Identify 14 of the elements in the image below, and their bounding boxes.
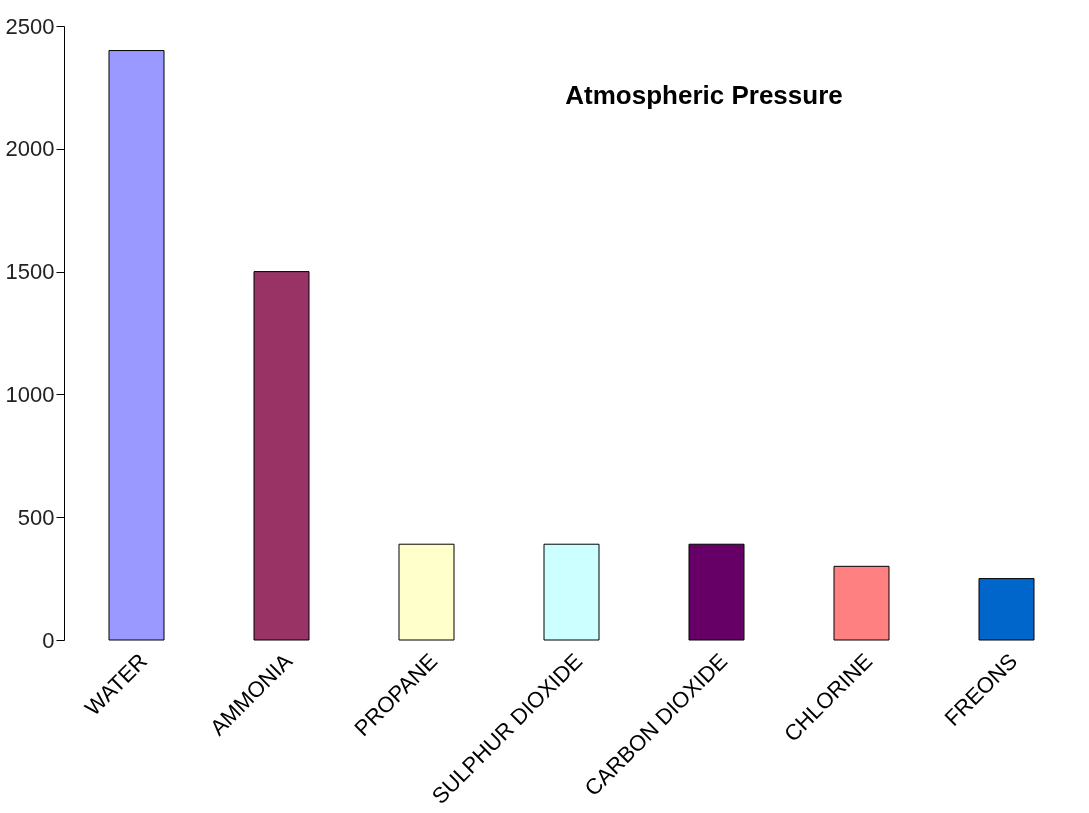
text: Atmospheric Pressure <box>565 80 843 110</box>
bar <box>398 543 455 641</box>
y-tick-label: 2000 <box>5 136 55 162</box>
y-tick-label: 2500 <box>5 13 55 39</box>
y-tick-label: 0 <box>42 627 55 653</box>
y-tick-label: 1000 <box>5 381 55 407</box>
bar <box>253 271 310 641</box>
y-tick-label: 1500 <box>5 259 55 285</box>
bar <box>978 578 1035 641</box>
bar <box>108 50 165 641</box>
y-tick-label: 500 <box>17 504 55 530</box>
bar <box>688 543 745 641</box>
bar <box>543 543 600 641</box>
bar <box>833 565 890 641</box>
